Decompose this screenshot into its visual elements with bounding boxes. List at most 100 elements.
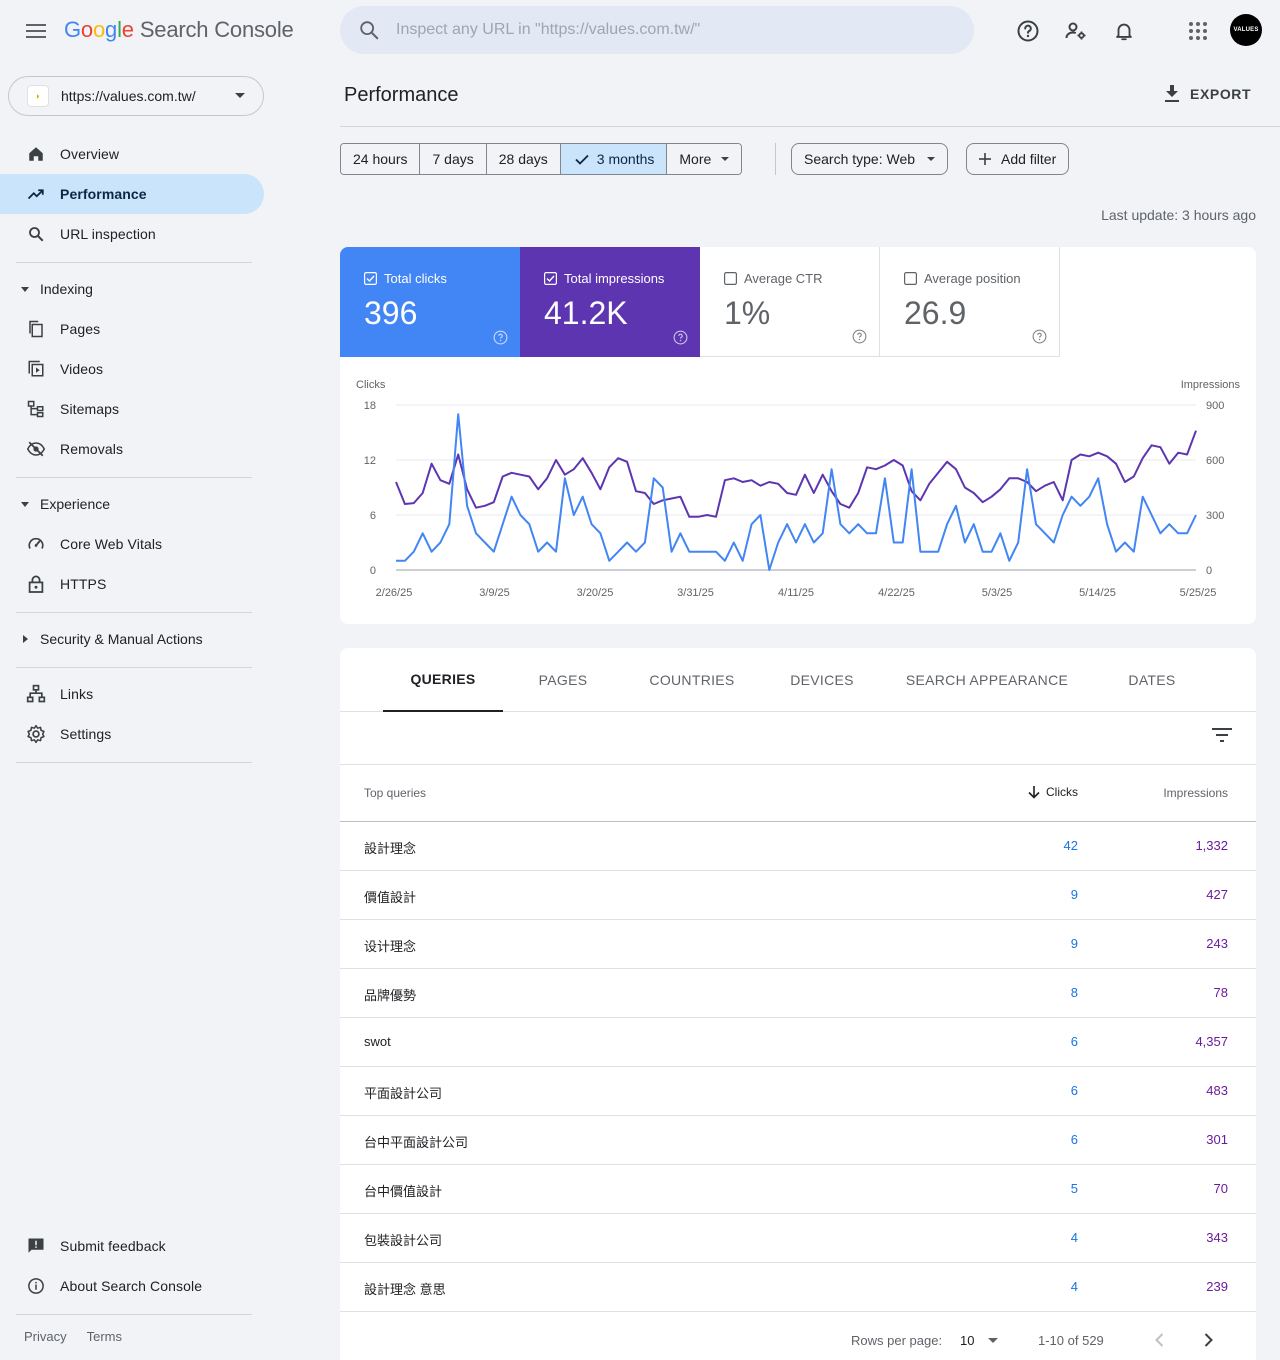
sidebar-section-indexing[interactable]: Indexing: [0, 269, 264, 309]
column-header-clicks[interactable]: Clicks: [1028, 785, 1078, 799]
help-icon[interactable]: [493, 330, 508, 345]
avatar-text: VALUES: [1233, 27, 1259, 33]
sidebar-item-videos[interactable]: Videos: [0, 349, 264, 389]
chip-label: 24 hours: [353, 151, 408, 167]
table-row[interactable]: 價值設計 9 427: [340, 871, 1256, 920]
tab-label: COUNTRIES: [649, 672, 735, 688]
sidebar-divider: [16, 762, 252, 763]
sidebar-section-security[interactable]: Security & Manual Actions: [0, 619, 264, 659]
date-chip-more[interactable]: More: [667, 144, 742, 174]
main-menu-button[interactable]: [18, 13, 54, 49]
sidebar-item-settings[interactable]: Settings: [0, 714, 264, 754]
table-row[interactable]: 設計理念 意思 4 239: [340, 1263, 1256, 1312]
queries-table-card: QUERIES PAGES COUNTRIES DEVICES SEARCH A…: [340, 648, 1256, 1360]
left-tick-label: 0: [370, 565, 376, 577]
property-selector[interactable]: ◗ https://values.com.tw/: [8, 76, 264, 116]
tab-devices[interactable]: DEVICES: [761, 648, 883, 712]
export-button[interactable]: EXPORT: [1156, 78, 1259, 110]
left-tick-label: 12: [364, 455, 376, 467]
table-row[interactable]: swot 6 4,357: [340, 1018, 1256, 1067]
search-icon[interactable]: [358, 19, 380, 41]
chip-label: 7 days: [432, 151, 474, 167]
search-type-dropdown[interactable]: Search type: Web: [791, 143, 949, 175]
google-apps-button[interactable]: [1180, 13, 1216, 49]
search-console-logo[interactable]: Google Search Console: [64, 17, 294, 42]
column-header-queries: Top queries: [364, 786, 427, 800]
sidebar-item-removals[interactable]: Removals: [0, 429, 264, 469]
search-console-settings-button[interactable]: [1058, 13, 1094, 49]
clicks-cell: 6: [1070, 1083, 1078, 1098]
sidebar-item-links[interactable]: Links: [0, 674, 264, 714]
plus-icon: [979, 153, 991, 165]
clicks-cell: 9: [1070, 936, 1078, 951]
table-row[interactable]: 台中平面設計公司 6 301: [340, 1116, 1256, 1165]
rows-per-page-select[interactable]: 10: [960, 1333, 999, 1348]
sitemap-icon: [27, 400, 44, 418]
chevron-left-icon[interactable]: [1150, 1330, 1170, 1350]
sidebar-item-label: Removals: [60, 441, 124, 457]
account-avatar[interactable]: VALUES: [1230, 14, 1262, 46]
tab-dates[interactable]: DATES: [1091, 648, 1213, 712]
tab-queries[interactable]: QUERIES: [383, 648, 503, 712]
date-chip-28-days[interactable]: 28 days: [486, 144, 561, 174]
date-chip-24-hours[interactable]: 24 hours: [341, 144, 421, 174]
sidebar-item-about[interactable]: About Search Console: [0, 1266, 264, 1306]
date-chip-3-months[interactable]: 3 months: [560, 144, 668, 174]
sidebar-item-https[interactable]: HTTPS: [0, 564, 264, 604]
checkbox-checked-icon: [364, 272, 377, 285]
search-type-label: Search type: Web: [804, 151, 916, 167]
download-icon: [1165, 85, 1179, 102]
impressions-cell: 4,357: [1195, 1034, 1228, 1049]
sidebar-section-label: Indexing: [40, 281, 93, 297]
sidebar-section-experience[interactable]: Experience: [0, 484, 264, 524]
metric-total-clicks[interactable]: Total clicks 396: [340, 247, 520, 357]
add-filter-label: Add filter: [1001, 151, 1057, 167]
sidebar-item-label: URL inspection: [60, 226, 156, 242]
filter-list-icon[interactable]: [1212, 728, 1232, 742]
table-row[interactable]: 包裝設計公司 4 343: [340, 1214, 1256, 1263]
help-icon[interactable]: [852, 329, 867, 344]
right-tick-label: 300: [1206, 510, 1224, 522]
chevron-right-icon[interactable]: [1198, 1330, 1218, 1350]
table-row[interactable]: 台中價值設計 5 70: [340, 1165, 1256, 1214]
metric-average-position[interactable]: Average position 26.9: [880, 247, 1060, 357]
sidebar-item-url-inspection[interactable]: URL inspection: [0, 214, 264, 254]
tab-countries[interactable]: COUNTRIES: [623, 648, 761, 712]
url-inspect-input[interactable]: [396, 6, 956, 54]
sidebar-item-overview[interactable]: Overview: [0, 134, 264, 174]
table-row[interactable]: 設計理念 42 1,332: [340, 822, 1256, 871]
notifications-button[interactable]: [1106, 13, 1142, 49]
terms-link[interactable]: Terms: [86, 1329, 123, 1344]
column-header-impressions[interactable]: Impressions: [1163, 786, 1228, 800]
sidebar-item-label: Pages: [60, 321, 101, 337]
table-row[interactable]: 设计理念 9 243: [340, 920, 1256, 969]
sidebar-item-label: About Search Console: [60, 1278, 203, 1294]
speed-gauge-icon: [28, 537, 44, 549]
left-tick-label: 6: [370, 510, 376, 522]
sidebar-item-submit-feedback[interactable]: Submit feedback: [0, 1226, 264, 1266]
query-cell: 设计理念: [364, 939, 417, 954]
metric-average-ctr[interactable]: Average CTR 1%: [700, 247, 880, 357]
sidebar-item-label: HTTPS: [60, 576, 107, 592]
sidebar-item-core-web-vitals[interactable]: Core Web Vitals: [0, 524, 264, 564]
add-filter-button[interactable]: Add filter: [966, 143, 1070, 175]
privacy-link[interactable]: Privacy: [24, 1329, 67, 1344]
sidebar-item-sitemaps[interactable]: Sitemaps: [0, 389, 264, 429]
tab-search-appearance[interactable]: SEARCH APPEARANCE: [883, 648, 1091, 712]
metric-total-impressions[interactable]: Total impressions 41.2K: [520, 247, 700, 357]
sidebar-item-label: Sitemaps: [60, 401, 120, 417]
sidebar-item-performance[interactable]: Performance: [0, 174, 264, 214]
help-icon[interactable]: [673, 330, 688, 345]
sidebar-section-label: Experience: [40, 496, 111, 512]
tab-pages[interactable]: PAGES: [503, 648, 623, 712]
table-row[interactable]: 品牌優勢 8 78: [340, 969, 1256, 1018]
date-chip-7-days[interactable]: 7 days: [420, 144, 487, 174]
help-button[interactable]: [1010, 13, 1046, 49]
table-row[interactable]: 平面設計公司 6 483: [340, 1067, 1256, 1116]
help-icon: [1017, 20, 1039, 42]
query-cell: 台中平面設計公司: [364, 1135, 469, 1150]
help-icon[interactable]: [1032, 329, 1047, 344]
sidebar-item-pages[interactable]: Pages: [0, 309, 264, 349]
